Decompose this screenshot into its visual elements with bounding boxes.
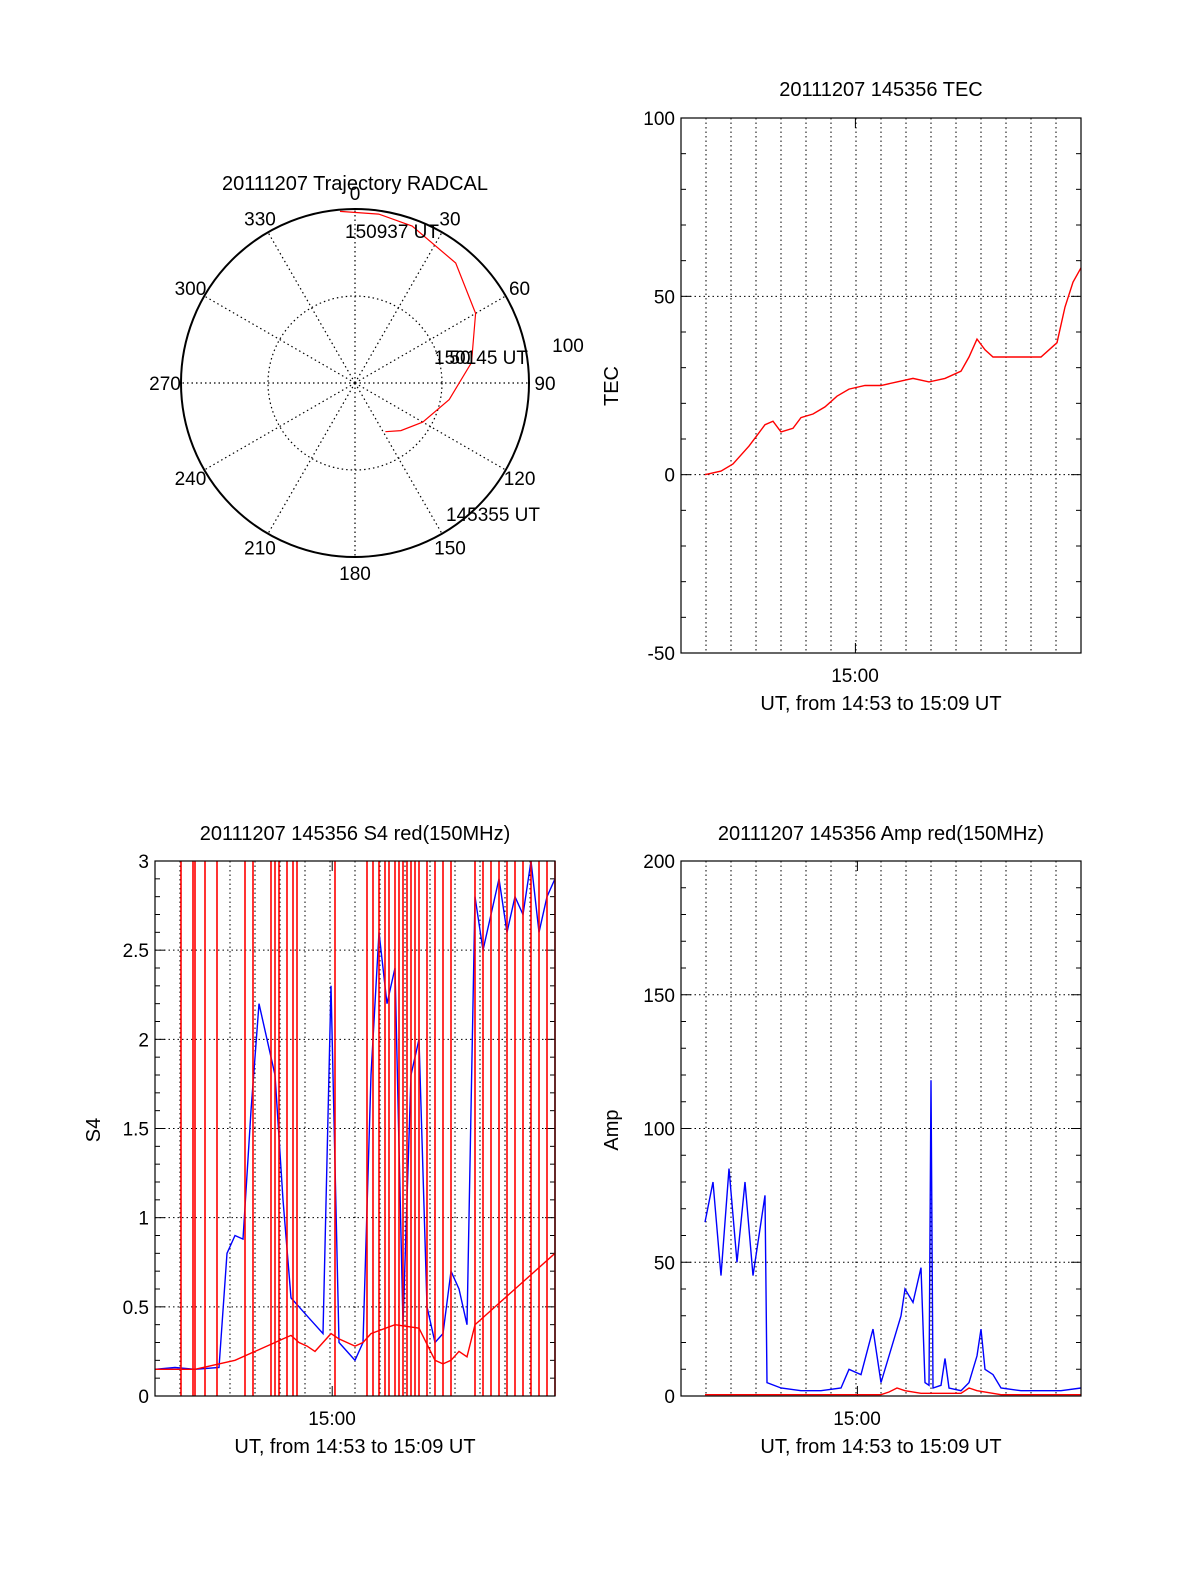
polar-angle-label-330: 330: [244, 209, 276, 230]
polar-outer-circle: [180, 208, 530, 558]
amp-xtick-label: 15:00: [833, 1409, 881, 1430]
polar-radial-label-100: 100: [552, 336, 584, 357]
plot-frame: [680, 117, 1082, 654]
plot-frame: [154, 860, 556, 1397]
polar-spoke-120: [354, 382, 506, 471]
series-1-line: [705, 1387, 1081, 1396]
tec-panel: 20111207 145356 TEC -50 0 50 100 15:00 UT, …: [601, 79, 1082, 715]
polar-spoke-240: [204, 382, 356, 471]
amp-plot-area: 0 50 100 150 200: [643, 852, 1082, 1408]
polar-angle-label-0: 0: [350, 184, 361, 205]
ytick-label-0: 0: [138, 1387, 149, 1408]
trajectory-start-label: 145355 UT: [446, 505, 540, 526]
polar-angle-label-60: 60: [509, 279, 530, 300]
s4-xtick-label: 15:00: [308, 1409, 356, 1430]
ytick-label-2.5: 2.5: [123, 941, 149, 962]
ytick-label-0: 0: [664, 1387, 675, 1408]
amp-panel: 20111207 145356 Amp red(150MHz) 0 50 100 15…: [601, 823, 1082, 1458]
ytick-label-2: 2: [138, 1030, 149, 1051]
polar-panel: 20111207 Trajectory RADCAL 0 30 60 90 120 150…: [149, 173, 584, 585]
polar-spoke-300: [204, 295, 356, 384]
s4-xlabel: UT, from 14:53 to 15:09 UT: [234, 1436, 475, 1458]
series-0-line: [704, 1080, 1082, 1392]
polar-angle-label-90: 90: [534, 374, 555, 395]
series-0-line: [704, 267, 1082, 476]
trajectory-mid-label: 150145 UT: [434, 348, 528, 369]
polar-angle-labels: 0 30 60 90 120 150 180 210 240 270 300 330: [149, 184, 555, 585]
polar-angle-label-240: 240: [175, 469, 207, 490]
ytick-label-1: 1: [138, 1209, 149, 1230]
ytick-label-50: 50: [654, 287, 675, 308]
tec-title: 20111207 145356 TEC: [779, 79, 983, 101]
ytick-label-1.5: 1.5: [123, 1120, 149, 1141]
ytick-label-0: 0: [664, 466, 675, 487]
ytick-label-100: 100: [643, 109, 675, 130]
polar-angle-label-30: 30: [439, 209, 460, 230]
plot-frame: [680, 860, 1082, 1397]
series-0-line: [154, 860, 556, 1371]
trajectory-end-label: 150937 UT: [345, 222, 439, 243]
amp-xlabel: UT, from 14:53 to 15:09 UT: [760, 1436, 1001, 1458]
polar-spoke-330: [267, 232, 356, 384]
ytick-label-150: 150: [643, 986, 675, 1007]
amp-title: 20111207 145356 Amp red(150MHz): [718, 823, 1044, 845]
ytick-label-0.5: 0.5: [123, 1298, 149, 1319]
polar-angle-label-180: 180: [339, 564, 371, 585]
tec-plot-area: -50 0 50 100: [643, 109, 1082, 665]
polar-spoke-150: [354, 382, 443, 534]
polar-title: 20111207 Trajectory RADCAL: [222, 173, 488, 195]
series-1-line: [155, 1252, 556, 1370]
s4-ylabel: S4: [83, 1118, 105, 1142]
ytick-label-200: 200: [643, 852, 675, 873]
ytick-label-100: 100: [643, 1120, 675, 1141]
polar-angle-label-150: 150: [434, 539, 466, 560]
polar-angle-label-270: 270: [149, 374, 181, 395]
tec-xtick-label: 15:00: [831, 666, 879, 687]
s4-title: 20111207 145356 S4 red(150MHz): [200, 823, 511, 845]
trajectory-line: [339, 210, 477, 433]
polar-angle-label-300: 300: [175, 279, 207, 300]
s4-plot-area: 0 0.5 1 1.5 2 2.5 3: [123, 852, 556, 1408]
tec-xlabel: UT, from 14:53 to 15:09 UT: [760, 693, 1001, 715]
polar-radial-label-50: 50: [449, 348, 470, 369]
ytick-label-3: 3: [138, 852, 149, 873]
polar-spoke-60: [354, 295, 506, 384]
polar-grid: [180, 208, 530, 558]
s4-panel: 20111207 145356 S4 red(150MHz) 0 0.5 1 1.5 2…: [83, 823, 556, 1458]
ytick-label-50: 50: [654, 1253, 675, 1274]
polar-spoke-30: [354, 232, 443, 384]
tec-ylabel: TEC: [601, 366, 623, 406]
polar-spoke-210: [267, 382, 356, 534]
amp-ylabel: Amp: [601, 1109, 623, 1150]
polar-angle-label-210: 210: [244, 539, 276, 560]
polar-angle-label-120: 120: [504, 469, 536, 490]
ytick-label--50: -50: [648, 644, 675, 665]
